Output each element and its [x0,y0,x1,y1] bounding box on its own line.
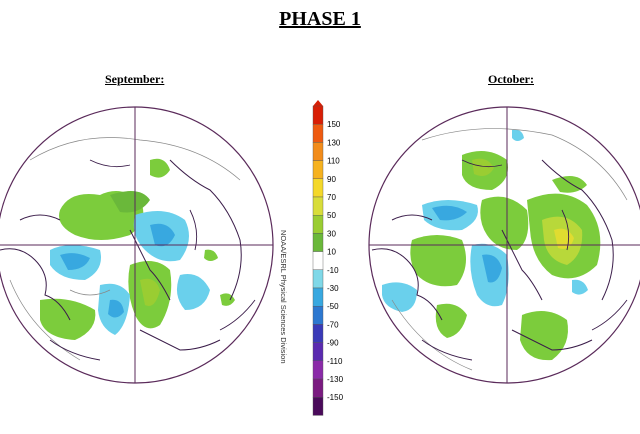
color-scale-tick-label: -30 [327,284,339,293]
positive-anomaly [204,249,218,261]
color-scale-tick-label: 150 [327,120,341,129]
color-scale-bin [312,178,324,198]
color-scale-bin [312,287,324,307]
negative-anomaly [572,279,588,295]
positive-anomaly [435,303,467,338]
color-scale-bin [312,397,324,416]
september-label: September: [105,72,165,86]
color-scale-tick-label: -70 [327,320,339,329]
data-credit: NOAA/ESRL Physical Sciences Division [279,230,288,364]
color-scale-bin [312,124,324,143]
color-scale-tick-label: 30 [327,229,336,238]
negative-anomaly [176,274,210,310]
color-scale-bin [312,269,324,289]
negative-anomaly [382,282,417,312]
color-scale-bin [312,378,324,398]
october-label: October: [488,72,534,86]
color-scale-bin [312,251,324,271]
negative-anomaly [108,299,124,318]
positive-anomaly [480,196,529,250]
september-map [0,106,274,384]
color-scale-bin [312,342,324,362]
color-scale-bin [312,214,324,234]
color-scale-tick-label: -10 [327,266,339,275]
color-scale-tick-label: -130 [327,375,344,384]
positive-anomaly [110,191,150,213]
color-scale-tick-label: 130 [327,138,341,147]
negative-anomaly [150,223,175,247]
color-scale-bin [312,233,324,252]
color-scale-tick-label: 50 [327,211,336,220]
color-scale-tick-label: -90 [327,339,339,348]
positive-anomaly [40,298,96,340]
negative-anomaly [482,254,502,283]
color-scale-bin [312,105,324,125]
color-scale-bin [312,160,324,179]
color-scale-tick-label: 110 [327,157,340,166]
color-scale-tick-label: 90 [327,175,336,184]
positive-anomaly [520,311,568,361]
positive-anomaly [410,235,466,287]
positive-anomaly [150,158,170,178]
color-scale-bin [312,196,324,216]
color-scale-bin [312,305,324,325]
color-scale-bin [312,324,324,343]
color-scale-tick-label: -110 [327,357,343,366]
color-scale-tick-label: -150 [327,393,344,402]
color-scale-tick-label: 70 [327,193,336,202]
color-scale-tick-label: 10 [327,248,336,257]
positive-anomaly [140,278,160,306]
color-scale-tick-label: -50 [327,302,339,311]
positive-anomaly [472,158,494,176]
page-title: PHASE 1 [279,8,361,30]
negative-anomaly [432,205,467,221]
color-scale-bin [312,360,324,380]
negative-anomaly [512,129,524,141]
color-scale-bin [312,142,324,161]
october-map [368,106,640,384]
color-scale-legend: 150 130 110 90 70 50 30 10 -10 -30 -50 -70 -90 -110 -1… [312,100,344,416]
negative-anomaly [60,253,90,270]
